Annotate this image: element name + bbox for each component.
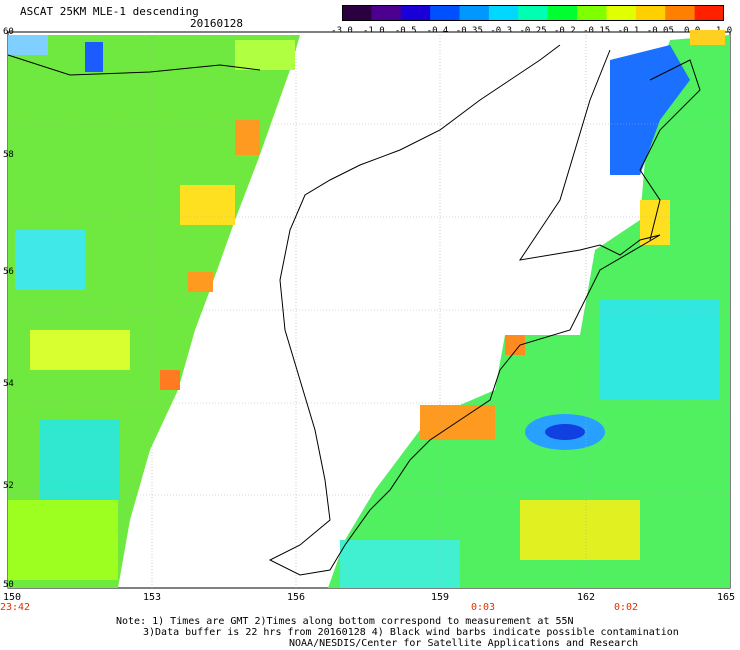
x-tick-label: 159 bbox=[430, 592, 450, 603]
colorbar-label: -1.0 bbox=[362, 26, 385, 36]
x-tick-label: 165 bbox=[716, 592, 736, 603]
chart-title: ASCAT 25KM MLE-1 descending bbox=[20, 5, 199, 18]
east-swath bbox=[328, 30, 730, 588]
colorbar-segment bbox=[665, 5, 696, 21]
note-line-1: Note: 1) Times are GMT 2)Times along bot… bbox=[116, 616, 574, 627]
colorbar-label: -0.4 bbox=[426, 26, 449, 36]
y-tick-label: 52 bbox=[3, 481, 14, 491]
x-tick-label: 156 bbox=[286, 592, 306, 603]
x-tick-label: 153 bbox=[142, 592, 162, 603]
colorbar-label: -0.3 bbox=[490, 26, 512, 36]
colorbar-label: -0.5 bbox=[394, 26, 417, 36]
coastline-east bbox=[639, 59, 701, 241]
colorbar-segment bbox=[694, 5, 724, 21]
colorbar-label: -0.05 bbox=[646, 26, 674, 36]
time-label: 0:03 bbox=[470, 602, 496, 613]
colorbar-segment bbox=[371, 5, 402, 21]
colorbar-label: -3.0 bbox=[331, 26, 353, 36]
colorbar-segment bbox=[635, 5, 666, 21]
time-label: 23:42 bbox=[0, 602, 31, 613]
colorbar-label: -0.1 bbox=[617, 26, 640, 36]
west-swath bbox=[8, 35, 300, 588]
colorbar-label: -0.25 bbox=[519, 26, 547, 36]
colorbar-segment bbox=[518, 5, 549, 21]
colorbar-label: -0.2 bbox=[553, 26, 576, 36]
graticule bbox=[8, 32, 730, 588]
y-tick-label: 60 bbox=[3, 27, 14, 37]
colorbar-segment bbox=[488, 5, 519, 21]
coastline bbox=[7, 44, 661, 576]
colorbar-border bbox=[342, 5, 724, 21]
colorbar-segment bbox=[342, 5, 372, 21]
colorbar-label: -0.35 bbox=[455, 26, 483, 36]
y-tick-label: 56 bbox=[3, 267, 14, 277]
y-tick-label: 54 bbox=[3, 379, 14, 389]
x-tick-label: 150 bbox=[2, 592, 22, 603]
colorbar-label: -0.15 bbox=[583, 26, 611, 36]
colorbar-segment bbox=[430, 5, 461, 21]
note-line-2: 3)Data buffer is 22 hrs from 20160128 4)… bbox=[143, 627, 679, 638]
time-label: 0:02 bbox=[613, 602, 639, 613]
colorbar-segment bbox=[547, 5, 578, 21]
y-tick-label: 58 bbox=[3, 150, 14, 160]
y-tick-label: 50 bbox=[3, 580, 14, 590]
colorbar-segment bbox=[606, 5, 637, 21]
colorbar-segment bbox=[577, 5, 607, 21]
colorbar-segment bbox=[400, 5, 431, 21]
colorbar-segment bbox=[459, 5, 490, 21]
colorbar bbox=[342, 5, 724, 21]
chart-date: 20160128 bbox=[190, 17, 243, 30]
note-line-3: NOAA/NESDIS/Center for Satellite Applica… bbox=[289, 638, 639, 649]
x-tick-label: 162 bbox=[576, 592, 596, 603]
